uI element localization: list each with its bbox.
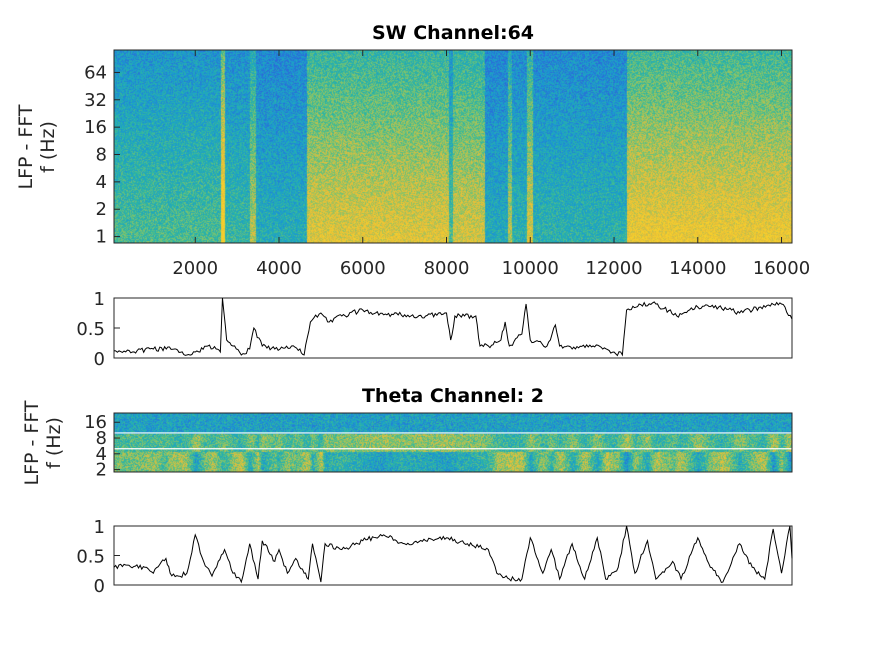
- sw-ylabel-line2: f (Hz): [37, 121, 59, 173]
- y-tick-label: 0: [94, 576, 105, 597]
- y-tick-label: 2: [96, 199, 107, 220]
- y-tick-label: 1: [94, 517, 105, 538]
- y-tick-label: 32: [84, 90, 107, 111]
- y-tick-label: 0.5: [76, 547, 105, 568]
- sw-ylabel-line1: LFP - FFT: [15, 104, 37, 189]
- y-tick-label: 8: [96, 428, 107, 449]
- sw-ratio-line: [113, 297, 793, 357]
- x-tick-label: 14000: [669, 258, 726, 279]
- y-tick-label: 4: [96, 444, 107, 465]
- y-tick-label: 16: [84, 412, 107, 433]
- theta-ratio-line: [113, 525, 793, 584]
- y-tick-label: 1: [96, 227, 107, 248]
- x-tick-label: 16000: [753, 258, 810, 279]
- y-tick-label: 64: [84, 62, 107, 83]
- theta-ylabel-line1: LFP - FFT: [21, 400, 43, 485]
- y-tick-label: 0: [94, 349, 105, 370]
- x-tick-label: 8000: [424, 258, 470, 279]
- axes-box-2: [113, 412, 793, 473]
- y-tick-label: 0.5: [76, 319, 105, 340]
- y-tick-label: 4: [96, 172, 107, 193]
- x-tick-label: 6000: [340, 258, 386, 279]
- y-tick-label: 1: [94, 289, 105, 310]
- theta-spectrogram-image: [114, 413, 792, 472]
- axes-box-0: [113, 49, 793, 244]
- theta-ylabel-line2: f (Hz): [43, 417, 65, 469]
- x-tick-label: 2000: [172, 258, 218, 279]
- x-tick-label: 12000: [585, 258, 642, 279]
- sw-spectrogram-image: [114, 50, 792, 243]
- y-tick-label: 8: [96, 145, 107, 166]
- y-tick-label: 16: [84, 117, 107, 138]
- x-tick-label: 4000: [256, 258, 302, 279]
- sw-title: SW Channel:64: [372, 22, 534, 44]
- x-tick-label: 10000: [502, 258, 559, 279]
- theta-title: Theta Channel: 2: [362, 385, 544, 407]
- y-tick-label: 2: [96, 460, 107, 481]
